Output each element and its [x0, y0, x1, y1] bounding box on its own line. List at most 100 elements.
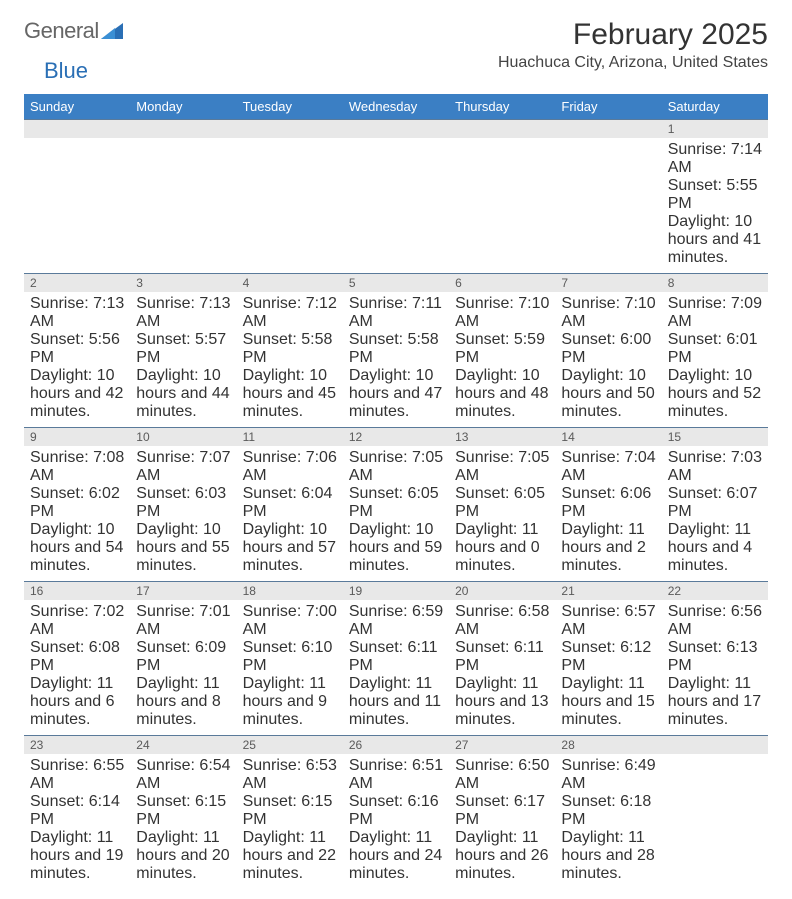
sunset-line: Sunset: 5:58 PM: [349, 331, 443, 367]
weekday-sunday: Sunday: [24, 94, 130, 119]
day-cell: Sunrise: 6:57 AMSunset: 6:12 PMDaylight:…: [555, 600, 661, 735]
day-cell: Sunrise: 6:55 AMSunset: 6:14 PMDaylight:…: [24, 754, 130, 889]
sunrise-line: Sunrise: 7:10 AM: [561, 295, 655, 331]
day-number: 4: [237, 274, 343, 292]
day-cell: Sunrise: 7:10 AMSunset: 6:00 PMDaylight:…: [555, 292, 661, 427]
day-number: 23: [24, 736, 130, 754]
day-cell: Sunrise: 6:58 AMSunset: 6:11 PMDaylight:…: [449, 600, 555, 735]
daylight-line: Daylight: 11 hours and 4 minutes.: [668, 521, 762, 575]
day-cell: Sunrise: 7:01 AMSunset: 6:09 PMDaylight:…: [130, 600, 236, 735]
day-cell: Sunrise: 7:11 AMSunset: 5:58 PMDaylight:…: [343, 292, 449, 427]
day-number: 5: [343, 274, 449, 292]
sunset-line: Sunset: 6:14 PM: [30, 793, 124, 829]
brand-word-2: Blue: [44, 58, 88, 83]
daylight-line: Daylight: 10 hours and 50 minutes.: [561, 367, 655, 421]
brand-word-1: General: [24, 18, 99, 44]
day-number: [555, 120, 661, 138]
day-cell: Sunrise: 6:59 AMSunset: 6:11 PMDaylight:…: [343, 600, 449, 735]
sunrise-line: Sunrise: 7:05 AM: [349, 449, 443, 485]
day-number-row: 9101112131415: [24, 428, 768, 446]
day-cell: Sunrise: 6:56 AMSunset: 6:13 PMDaylight:…: [662, 600, 768, 735]
calendar-grid: SundayMondayTuesdayWednesdayThursdayFrid…: [24, 94, 768, 889]
daylight-line: Daylight: 11 hours and 2 minutes.: [561, 521, 655, 575]
day-number: 26: [343, 736, 449, 754]
daylight-line: Daylight: 10 hours and 57 minutes.: [243, 521, 337, 575]
day-number: 20: [449, 582, 555, 600]
day-cell: [130, 138, 236, 273]
weekday-wednesday: Wednesday: [343, 94, 449, 119]
day-number: 7: [555, 274, 661, 292]
sunrise-line: Sunrise: 6:55 AM: [30, 757, 124, 793]
sunset-line: Sunset: 6:03 PM: [136, 485, 230, 521]
day-cell: Sunrise: 7:05 AMSunset: 6:05 PMDaylight:…: [449, 446, 555, 581]
day-number: [449, 120, 555, 138]
sunrise-line: Sunrise: 7:00 AM: [243, 603, 337, 639]
day-cell: [343, 138, 449, 273]
day-number: 1: [662, 120, 768, 138]
sunrise-line: Sunrise: 7:05 AM: [455, 449, 549, 485]
day-number: 15: [662, 428, 768, 446]
day-cell: Sunrise: 7:05 AMSunset: 6:05 PMDaylight:…: [343, 446, 449, 581]
day-number: 16: [24, 582, 130, 600]
sunrise-line: Sunrise: 7:04 AM: [561, 449, 655, 485]
day-number: 9: [24, 428, 130, 446]
daylight-line: Daylight: 11 hours and 22 minutes.: [243, 829, 337, 883]
day-number: [343, 120, 449, 138]
day-number: 18: [237, 582, 343, 600]
daylight-line: Daylight: 10 hours and 48 minutes.: [455, 367, 549, 421]
day-cell: Sunrise: 7:13 AMSunset: 5:57 PMDaylight:…: [130, 292, 236, 427]
sunset-line: Sunset: 6:08 PM: [30, 639, 124, 675]
day-cell: [555, 138, 661, 273]
day-number: 21: [555, 582, 661, 600]
day-number: 8: [662, 274, 768, 292]
daylight-line: Daylight: 11 hours and 11 minutes.: [349, 675, 443, 729]
daylight-line: Daylight: 11 hours and 6 minutes.: [30, 675, 124, 729]
sunrise-line: Sunrise: 6:53 AM: [243, 757, 337, 793]
day-number: 17: [130, 582, 236, 600]
sunset-line: Sunset: 6:10 PM: [243, 639, 337, 675]
weekday-friday: Friday: [555, 94, 661, 119]
day-cell: Sunrise: 6:53 AMSunset: 6:15 PMDaylight:…: [237, 754, 343, 889]
sunset-line: Sunset: 6:11 PM: [455, 639, 549, 675]
day-cell: [237, 138, 343, 273]
sunset-line: Sunset: 5:59 PM: [455, 331, 549, 367]
day-number: 10: [130, 428, 236, 446]
day-cell: [24, 138, 130, 273]
day-number: 25: [237, 736, 343, 754]
daylight-line: Daylight: 10 hours and 59 minutes.: [349, 521, 443, 575]
day-cell: Sunrise: 7:06 AMSunset: 6:04 PMDaylight:…: [237, 446, 343, 581]
sunrise-line: Sunrise: 7:13 AM: [30, 295, 124, 331]
daylight-line: Daylight: 10 hours and 47 minutes.: [349, 367, 443, 421]
sunset-line: Sunset: 6:12 PM: [561, 639, 655, 675]
sunrise-line: Sunrise: 7:01 AM: [136, 603, 230, 639]
day-number: 22: [662, 582, 768, 600]
sunrise-line: Sunrise: 6:54 AM: [136, 757, 230, 793]
sunset-line: Sunset: 5:57 PM: [136, 331, 230, 367]
daylight-line: Daylight: 11 hours and 13 minutes.: [455, 675, 549, 729]
day-cell: [449, 138, 555, 273]
sunset-line: Sunset: 6:05 PM: [349, 485, 443, 521]
sunset-line: Sunset: 6:05 PM: [455, 485, 549, 521]
weekday-header-row: SundayMondayTuesdayWednesdayThursdayFrid…: [24, 94, 768, 119]
weekday-thursday: Thursday: [449, 94, 555, 119]
day-cell: Sunrise: 6:51 AMSunset: 6:16 PMDaylight:…: [343, 754, 449, 889]
sunrise-line: Sunrise: 7:12 AM: [243, 295, 337, 331]
daylight-line: Daylight: 11 hours and 17 minutes.: [668, 675, 762, 729]
sunset-line: Sunset: 6:07 PM: [668, 485, 762, 521]
day-number: 27: [449, 736, 555, 754]
daylight-line: Daylight: 10 hours and 52 minutes.: [668, 367, 762, 421]
daylight-line: Daylight: 10 hours and 54 minutes.: [30, 521, 124, 575]
daylight-line: Daylight: 10 hours and 55 minutes.: [136, 521, 230, 575]
week-row: 9101112131415Sunrise: 7:08 AMSunset: 6:0…: [24, 427, 768, 581]
sunset-line: Sunset: 6:02 PM: [30, 485, 124, 521]
sunset-line: Sunset: 6:09 PM: [136, 639, 230, 675]
sunset-line: Sunset: 6:18 PM: [561, 793, 655, 829]
sunrise-line: Sunrise: 7:13 AM: [136, 295, 230, 331]
day-cell: Sunrise: 7:10 AMSunset: 5:59 PMDaylight:…: [449, 292, 555, 427]
weeks-container: 1Sunrise: 7:14 AMSunset: 5:55 PMDaylight…: [24, 119, 768, 889]
day-number: 24: [130, 736, 236, 754]
sunrise-line: Sunrise: 6:58 AM: [455, 603, 549, 639]
day-cell: [662, 754, 768, 889]
calendar-page: General February 2025 Huachuca City, Ari…: [0, 0, 792, 899]
day-number: 3: [130, 274, 236, 292]
